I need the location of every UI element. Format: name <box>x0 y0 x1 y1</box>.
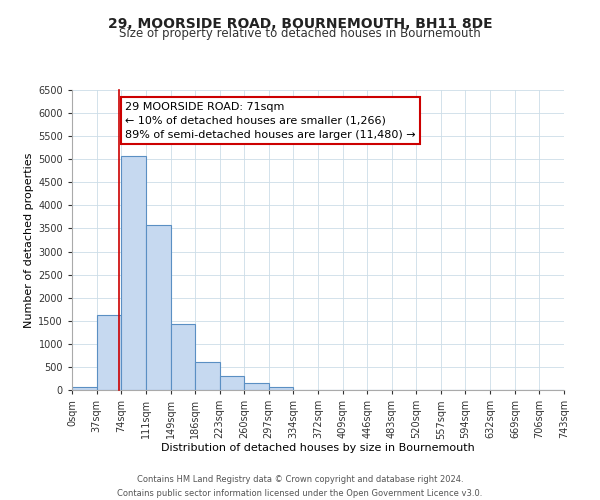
Bar <box>269 387 293 390</box>
Text: 29 MOORSIDE ROAD: 71sqm
← 10% of detached houses are smaller (1,266)
89% of semi: 29 MOORSIDE ROAD: 71sqm ← 10% of detache… <box>125 102 416 140</box>
X-axis label: Distribution of detached houses by size in Bournemouth: Distribution of detached houses by size … <box>161 442 475 452</box>
Y-axis label: Number of detached properties: Number of detached properties <box>24 152 34 328</box>
Bar <box>220 376 244 390</box>
Bar <box>121 156 146 390</box>
Text: Size of property relative to detached houses in Bournemouth: Size of property relative to detached ho… <box>119 28 481 40</box>
Bar <box>72 387 97 390</box>
Text: 29, MOORSIDE ROAD, BOURNEMOUTH, BH11 8DE: 29, MOORSIDE ROAD, BOURNEMOUTH, BH11 8DE <box>107 18 493 32</box>
Bar <box>170 324 195 390</box>
Bar <box>146 225 170 390</box>
Bar <box>97 315 121 390</box>
Bar <box>244 383 269 390</box>
Text: Contains HM Land Registry data © Crown copyright and database right 2024.
Contai: Contains HM Land Registry data © Crown c… <box>118 476 482 498</box>
Bar <box>195 362 220 390</box>
